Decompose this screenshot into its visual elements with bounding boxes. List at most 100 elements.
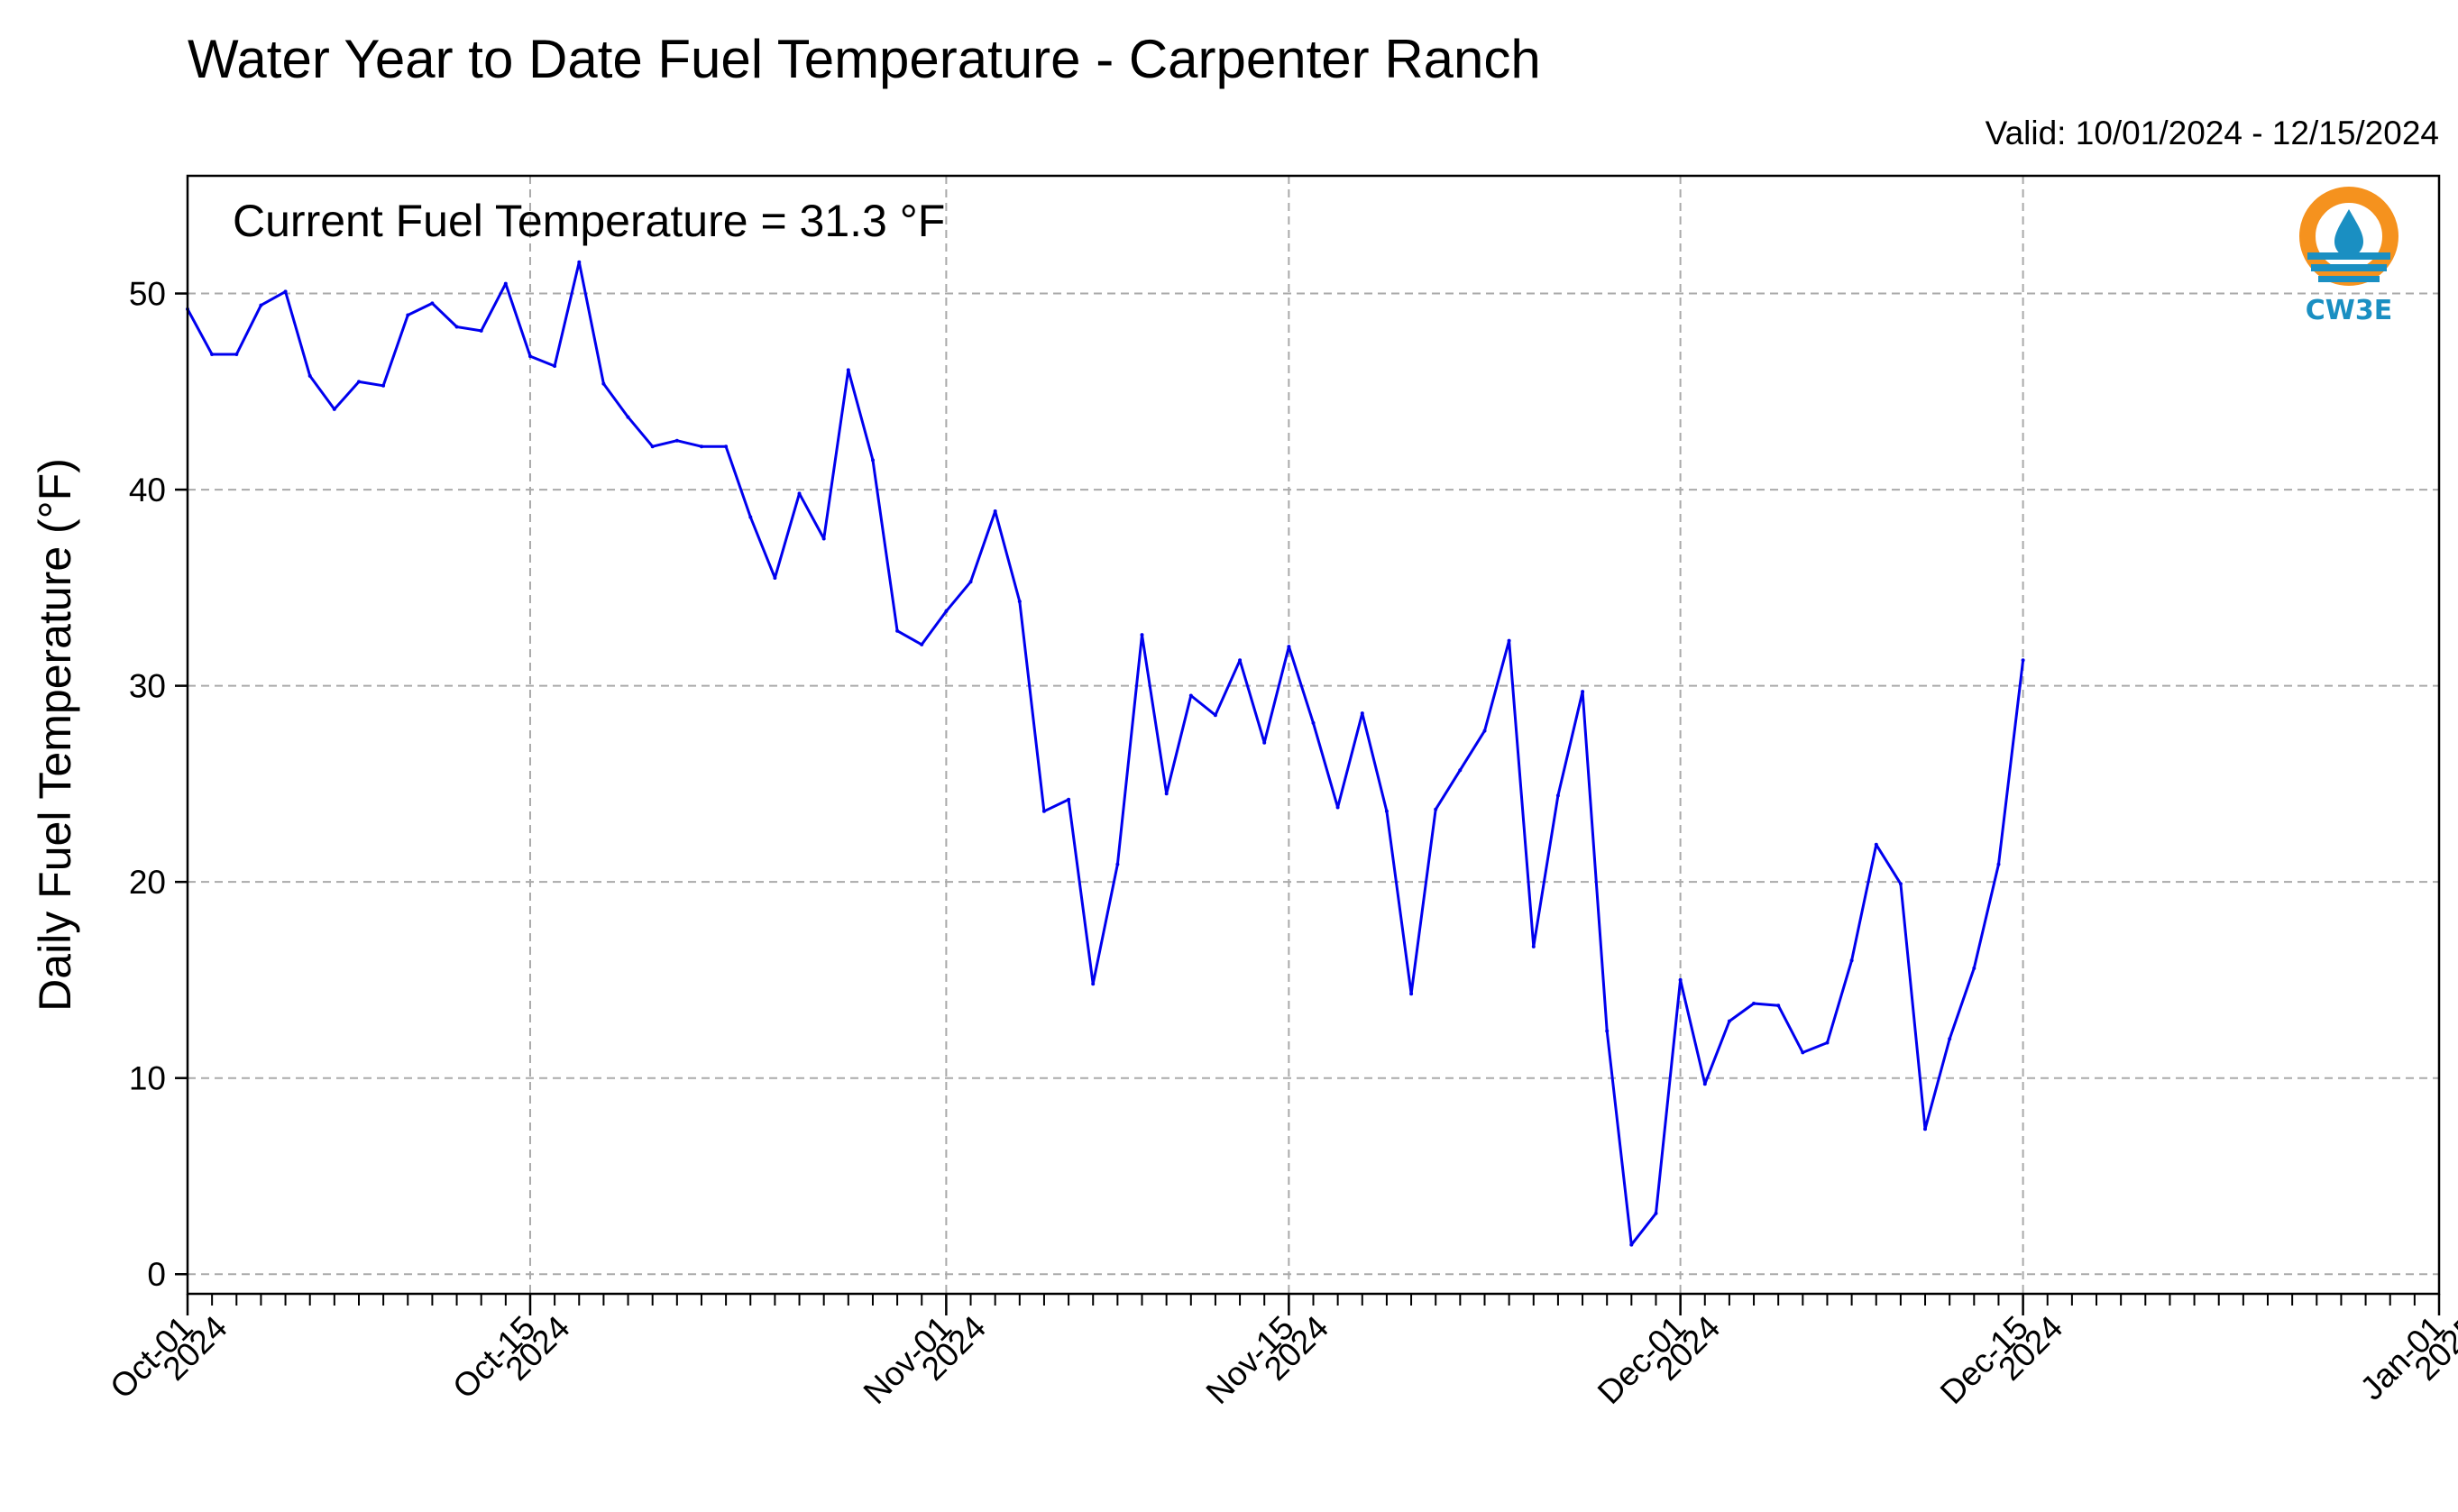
series-layer [186, 260, 2025, 1247]
data-point [724, 444, 729, 449]
data-point [1654, 1211, 1658, 1215]
data-point [1629, 1242, 1634, 1247]
data-point [1849, 958, 1854, 963]
data-point [1923, 1127, 1927, 1132]
data-point [1335, 805, 1340, 810]
logo-wave-icon [2307, 252, 2390, 260]
data-point [283, 289, 288, 294]
data-point [1262, 740, 1267, 745]
data-point [626, 415, 630, 419]
plot-frame [186, 174, 2441, 1296]
data-point [1091, 982, 1096, 986]
data-point [1948, 1037, 1952, 1041]
data-point [577, 260, 582, 264]
y-tick-label: 40 [129, 472, 166, 509]
data-point [1776, 1003, 1781, 1008]
data-point [773, 576, 777, 580]
data-point [821, 536, 826, 541]
data-point [674, 438, 679, 443]
data-point [1581, 690, 1585, 694]
data-point [1727, 1019, 1731, 1023]
data-point [1287, 645, 1291, 649]
data-point [1164, 792, 1169, 796]
data-point [1434, 807, 1438, 811]
data-point [430, 301, 435, 306]
data-point [1017, 600, 1022, 604]
data-point [307, 373, 312, 378]
data-point [1996, 862, 2001, 866]
data-point [1360, 711, 1364, 716]
data-point [846, 368, 850, 372]
y-tick-label: 30 [129, 668, 166, 705]
chart-title: Water Year to Date Fuel Temperature - Ca… [188, 29, 1541, 89]
water-drop-icon [2334, 209, 2363, 257]
data-point [381, 383, 386, 388]
data-point [1972, 966, 1976, 970]
data-point [479, 328, 483, 333]
data-point [895, 628, 900, 633]
data-point [1140, 633, 1144, 637]
data-point [1605, 1029, 1610, 1033]
y-axis: 0 10 20 30 40 50 [129, 276, 188, 1293]
valid-range: Valid: 10/01/2024 - 12/15/2024 [1986, 115, 2439, 151]
data-point [210, 353, 215, 356]
logo-wave-icon [2311, 264, 2387, 271]
data-point [1188, 693, 1193, 698]
data-point [1311, 720, 1316, 725]
data-point [234, 353, 239, 356]
data-point [1874, 842, 1878, 847]
data-point [1409, 992, 1414, 996]
data-point [2021, 658, 2025, 663]
fuel-temperature-line [186, 261, 2025, 1247]
data-point [1531, 944, 1536, 948]
data-point [1678, 977, 1683, 982]
data-point [357, 380, 361, 384]
data-point [1482, 729, 1487, 733]
data-point [1067, 797, 1071, 802]
data-point [1752, 1002, 1756, 1005]
y-axis-label: Daily Fuel Temperature (°F) [30, 458, 80, 1012]
data-point [406, 313, 410, 317]
current-temperature-annotation: Current Fuel Temperature = 31.3 °F [233, 196, 945, 246]
cw3e-logo: CW3E [2299, 187, 2398, 326]
data-point [332, 407, 336, 411]
data-point [528, 354, 532, 359]
data-point [259, 303, 263, 307]
data-point [1458, 768, 1463, 773]
data-point [1507, 638, 1511, 643]
data-point [1825, 1040, 1830, 1045]
data-point [920, 642, 924, 646]
data-point [993, 509, 997, 513]
logo-text: CW3E [2306, 295, 2392, 326]
data-point [1238, 658, 1243, 663]
data-point [553, 364, 557, 368]
y-tick-label: 20 [129, 864, 166, 901]
data-point [1213, 713, 1217, 718]
data-point [1115, 862, 1120, 866]
data-point [601, 381, 606, 386]
data-point [944, 609, 949, 613]
data-point [1702, 1082, 1707, 1086]
data-point [797, 491, 802, 496]
y-tick-label: 10 [129, 1060, 166, 1097]
data-point [700, 444, 703, 449]
data-point [1384, 809, 1389, 813]
data-point [1801, 1050, 1805, 1055]
data-point [1041, 809, 1046, 813]
data-point [650, 444, 655, 449]
y-tick-label: 0 [147, 1256, 166, 1293]
grid [188, 176, 2439, 1294]
data-point [1898, 882, 1903, 886]
data-point [1555, 793, 1560, 798]
data-point [454, 325, 459, 329]
data-point [748, 515, 753, 519]
logo-wave-icon [2318, 276, 2380, 282]
